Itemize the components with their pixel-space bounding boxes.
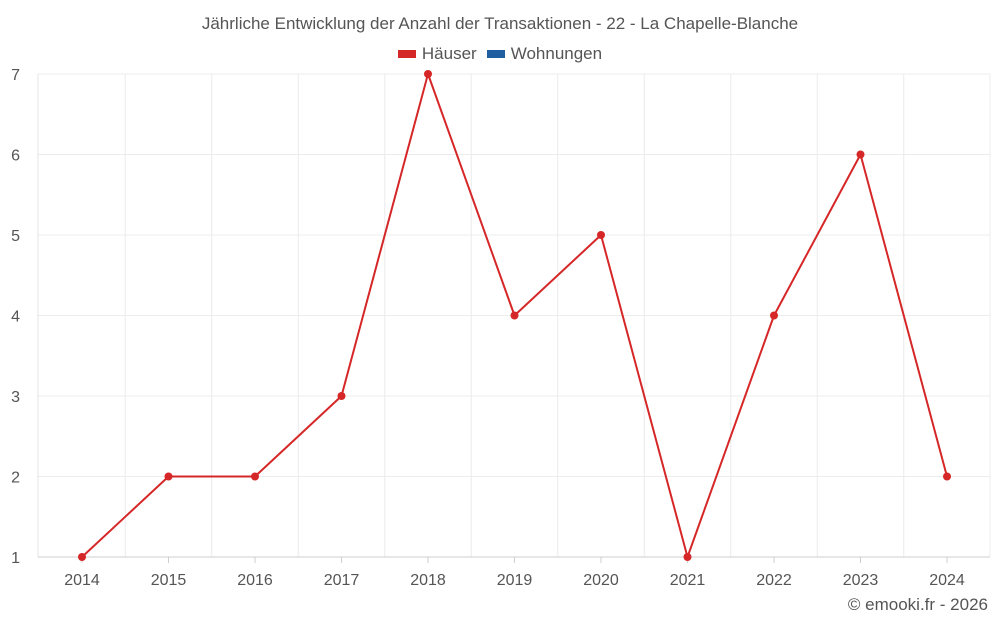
x-tick-label: 2022 — [756, 572, 792, 589]
chart-title: Jährliche Entwicklung der Anzahl der Tra… — [201, 14, 799, 33]
data-point[interactable] — [251, 472, 259, 481]
x-tick-label: 2024 — [929, 572, 965, 589]
x-tick-label: 2023 — [843, 572, 879, 589]
data-point[interactable] — [943, 472, 951, 481]
y-tick-label: 2 — [11, 470, 20, 487]
data-point[interactable] — [683, 553, 692, 561]
y-tick-label: 6 — [11, 148, 20, 165]
grid-lines — [37, 73, 991, 558]
legend-item-wohnungen[interactable]: Wohnungen — [486, 44, 603, 64]
y-tick-label: 4 — [11, 309, 20, 326]
data-point[interactable] — [337, 392, 346, 400]
x-tick-label: 2018 — [410, 572, 446, 589]
data-point[interactable] — [510, 311, 519, 320]
legend-item-haeuser[interactable]: Häuser — [397, 44, 477, 64]
x-tick-label: 2017 — [324, 572, 360, 589]
x-tick-label: 2016 — [237, 572, 273, 589]
x-tick-label: 2020 — [583, 572, 619, 589]
data-point[interactable] — [770, 311, 778, 320]
x-tick-label: 2014 — [64, 572, 100, 589]
data-point[interactable] — [597, 231, 605, 239]
data-point[interactable] — [424, 70, 432, 78]
legend-label-haeuser: Häuser — [421, 44, 477, 63]
y-tick-label: 7 — [11, 67, 20, 84]
y-tick-label: 5 — [11, 228, 20, 245]
chart-legend: Häuser Wohnungen — [0, 44, 1000, 64]
data-point[interactable] — [164, 472, 173, 481]
legend-swatch-haeuser — [397, 50, 416, 58]
data-point[interactable] — [856, 150, 865, 159]
copyright-footer: © emooki.fr - 2026 — [847, 595, 988, 614]
series-layer — [78, 70, 951, 561]
x-tick-label: 2015 — [151, 572, 187, 589]
y-tick-label: 1 — [11, 550, 20, 567]
x-tick-label: 2019 — [497, 572, 533, 589]
legend-swatch-wohnungen — [486, 50, 505, 58]
y-tick-label: 3 — [11, 389, 20, 406]
data-point[interactable] — [78, 553, 86, 561]
legend-label-wohnungen: Wohnungen — [510, 44, 603, 63]
axes: 1 2 3 4 5 6 7 2014 2015 2016 2017 2018 2019 2020 2021 2… — [11, 67, 990, 589]
x-tick-label: 2021 — [670, 572, 706, 589]
